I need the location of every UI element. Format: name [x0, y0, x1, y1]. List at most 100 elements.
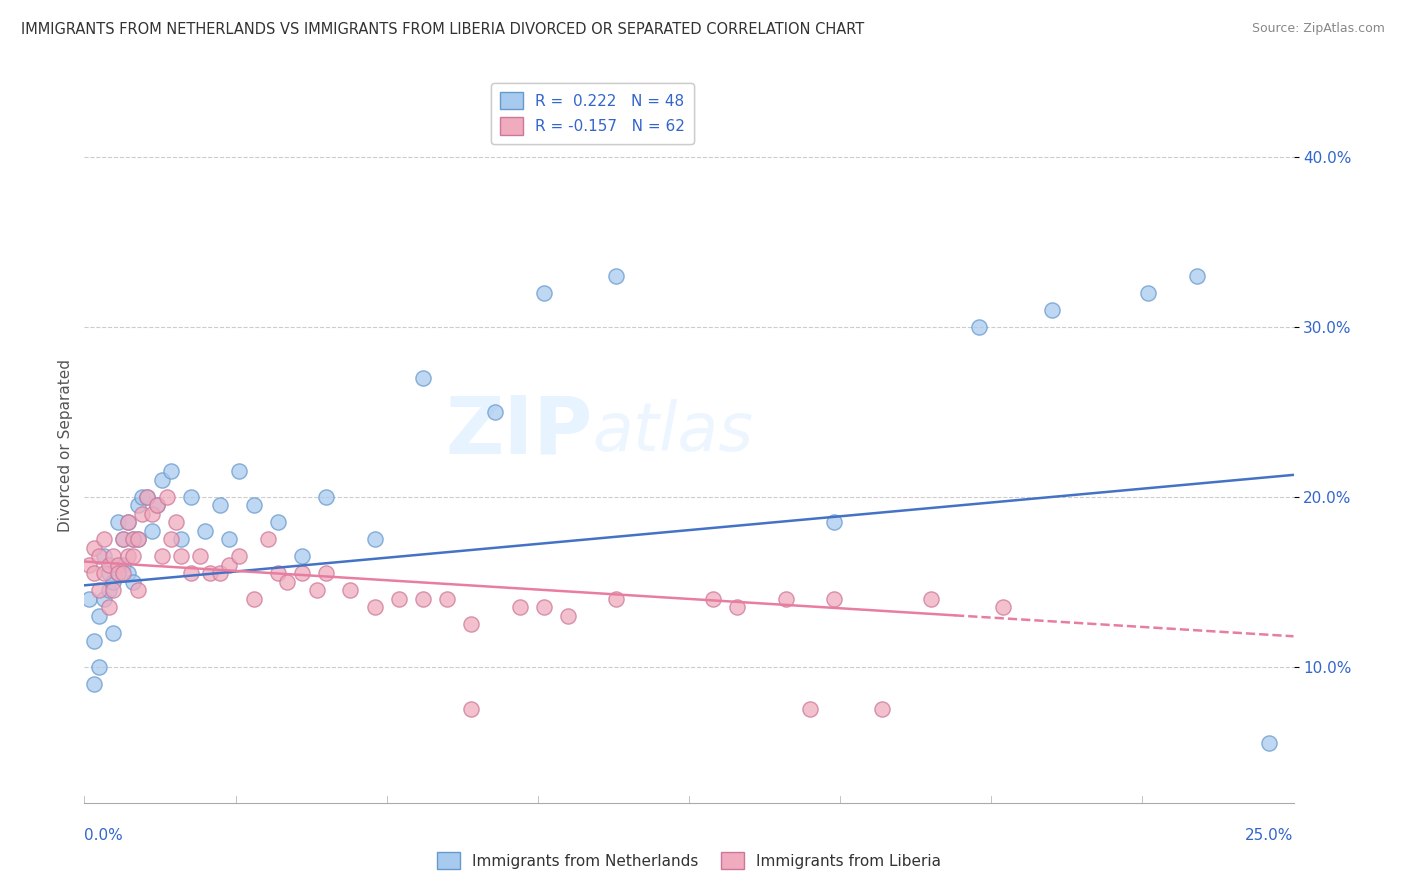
Point: [363, 600, 385, 615]
Point: [180, 490, 202, 504]
Point: [131, 490, 153, 504]
Point: [121, 574, 143, 589]
Point: [1258, 736, 1281, 750]
Point: [160, 533, 183, 547]
Point: [117, 516, 139, 530]
Point: [315, 566, 337, 581]
Point: [194, 524, 217, 538]
Point: [112, 533, 135, 547]
Point: [146, 499, 169, 513]
Point: [799, 702, 821, 716]
Point: [83, 566, 105, 581]
Point: [107, 516, 129, 530]
Point: [228, 549, 250, 564]
Point: [93, 533, 115, 547]
Point: [242, 499, 264, 513]
Point: [83, 541, 105, 555]
Point: [823, 591, 845, 606]
Point: [97, 558, 120, 572]
Point: [150, 473, 173, 487]
Point: [291, 566, 314, 581]
Point: [267, 566, 290, 581]
Point: [725, 600, 748, 615]
Point: [775, 591, 797, 606]
Point: [141, 507, 163, 521]
Point: [218, 533, 240, 547]
Point: [121, 533, 143, 547]
Point: [267, 516, 290, 530]
Point: [436, 591, 458, 606]
Point: [276, 574, 298, 589]
Point: [460, 617, 482, 632]
Point: [1040, 303, 1063, 318]
Point: [557, 608, 579, 623]
Point: [93, 549, 115, 564]
Point: [208, 566, 231, 581]
Point: [117, 566, 139, 581]
Point: [198, 566, 221, 581]
Point: [87, 549, 110, 564]
Legend: R =  0.222   N = 48, R = -0.157   N = 62: R = 0.222 N = 48, R = -0.157 N = 62: [491, 83, 695, 144]
Point: [77, 558, 100, 572]
Point: [484, 405, 506, 419]
Text: atlas: atlas: [592, 399, 754, 465]
Point: [136, 490, 159, 504]
Legend: Immigrants from Netherlands, Immigrants from Liberia: Immigrants from Netherlands, Immigrants …: [430, 846, 948, 875]
Point: [141, 524, 163, 538]
Point: [127, 533, 149, 547]
Point: [107, 566, 129, 581]
Point: [121, 533, 143, 547]
Point: [83, 677, 105, 691]
Point: [97, 600, 120, 615]
Text: Source: ZipAtlas.com: Source: ZipAtlas.com: [1251, 22, 1385, 36]
Point: [605, 269, 627, 284]
Point: [509, 600, 531, 615]
Point: [146, 499, 169, 513]
Point: [83, 634, 105, 648]
Point: [165, 516, 187, 530]
Point: [412, 591, 434, 606]
Point: [127, 583, 149, 598]
Point: [967, 320, 990, 334]
Point: [103, 574, 125, 589]
Point: [131, 507, 153, 521]
Point: [412, 371, 434, 385]
Point: [103, 583, 125, 598]
Point: [605, 591, 627, 606]
Point: [533, 286, 555, 301]
Point: [87, 660, 110, 674]
Point: [117, 516, 139, 530]
Point: [160, 465, 183, 479]
Point: [97, 583, 120, 598]
Point: [112, 558, 135, 572]
Point: [218, 558, 240, 572]
Point: [103, 549, 125, 564]
Point: [107, 558, 129, 572]
Point: [93, 591, 115, 606]
Point: [170, 549, 193, 564]
Point: [150, 549, 173, 564]
Point: [136, 490, 159, 504]
Point: [823, 516, 845, 530]
Point: [112, 566, 135, 581]
Point: [339, 583, 361, 598]
Point: [291, 549, 314, 564]
Point: [1137, 286, 1160, 301]
Point: [127, 499, 149, 513]
Point: [533, 600, 555, 615]
Point: [97, 566, 120, 581]
Y-axis label: Divorced or Separated: Divorced or Separated: [58, 359, 73, 533]
Point: [190, 549, 212, 564]
Point: [363, 533, 385, 547]
Point: [87, 608, 110, 623]
Point: [460, 702, 482, 716]
Point: [388, 591, 411, 606]
Point: [170, 533, 193, 547]
Point: [872, 702, 894, 716]
Point: [1185, 269, 1208, 284]
Text: 0.0%: 0.0%: [84, 828, 124, 843]
Point: [920, 591, 942, 606]
Point: [702, 591, 724, 606]
Point: [208, 499, 231, 513]
Point: [127, 533, 149, 547]
